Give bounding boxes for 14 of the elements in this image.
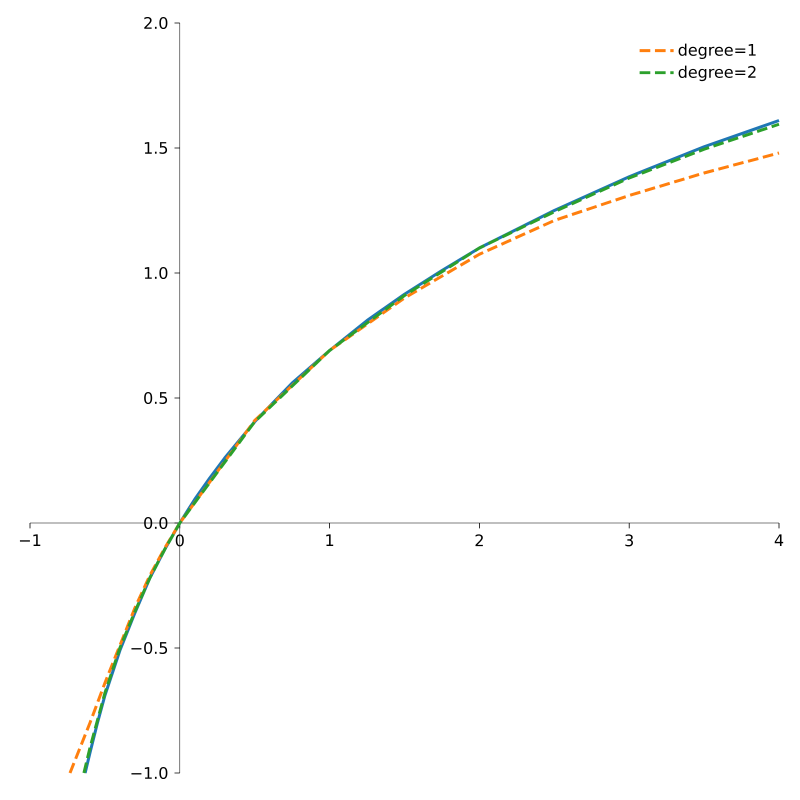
- y-tick-label: 1.0: [144, 266, 168, 280]
- y-tick-label: −1.0: [131, 766, 168, 780]
- x-tick-label: 4: [774, 534, 784, 546]
- y-tick-label: 0.0: [144, 516, 168, 530]
- y-tick-label: 1.5: [144, 142, 168, 154]
- y-tick-label: 2.0: [144, 16, 168, 30]
- x-tick-label: 1: [326, 534, 334, 546]
- y-tick-label: −0.5: [131, 642, 168, 654]
- x-tick-label: 3: [625, 534, 633, 546]
- legend-label: degree=2: [678, 66, 756, 82]
- x-tick-label: −1: [20, 534, 40, 546]
- y-tick-label: 0.5: [144, 392, 168, 404]
- x-tick-label: 2: [475, 534, 483, 546]
- legend-label: degree=1: [678, 44, 756, 59]
